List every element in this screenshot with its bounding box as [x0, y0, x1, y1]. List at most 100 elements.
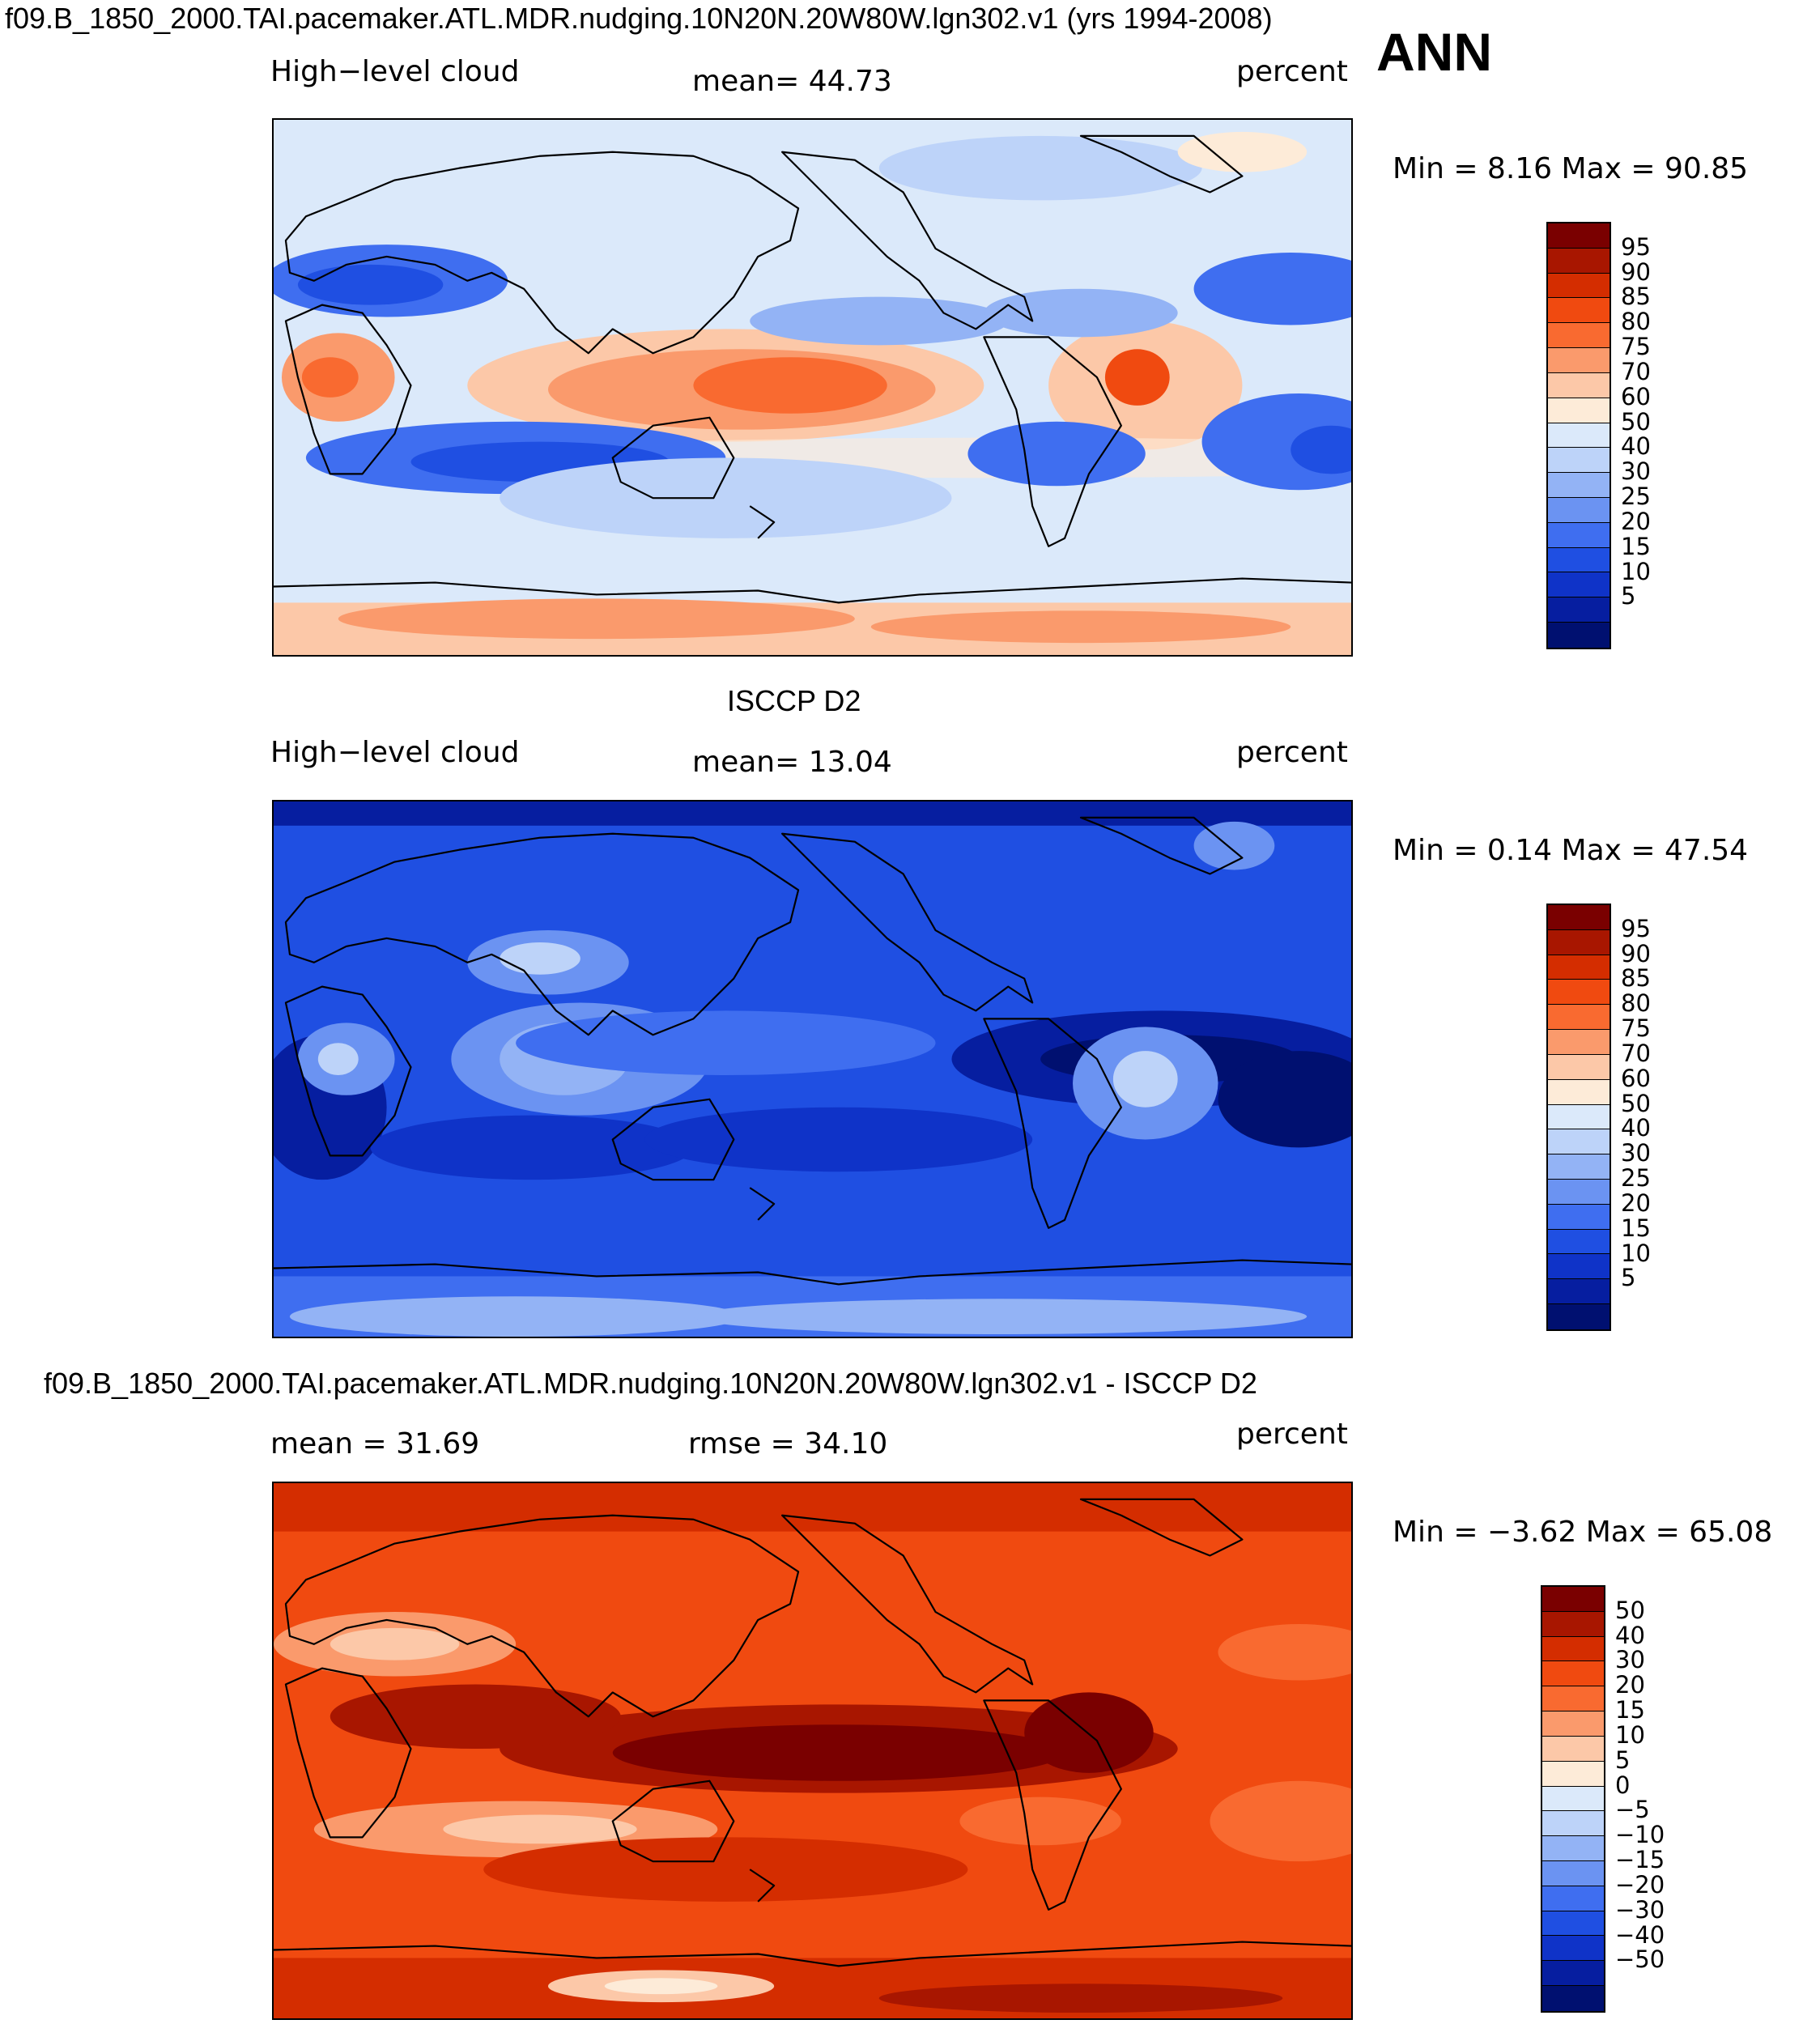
colorbar-tick-label: 25: [1621, 483, 1651, 511]
colorbar-tick-label: 20: [1621, 1188, 1651, 1217]
colorbar-swatch: [1548, 905, 1610, 930]
colorbar-tick-label: 30: [1621, 457, 1651, 486]
colorbar-swatch: [1548, 597, 1610, 623]
colorbar-tick-label: 75: [1621, 1014, 1651, 1043]
colorbar-tick-label: −20: [1615, 1870, 1665, 1899]
panel3-units: percent: [1236, 1418, 1348, 1451]
colorbar-swatch: [1542, 1661, 1604, 1687]
colorbar-tick-label: −10: [1615, 1821, 1665, 1849]
panel2-units: percent: [1236, 736, 1348, 769]
colorbar-swatch: [1548, 223, 1610, 249]
colorbar-swatch: [1548, 547, 1610, 573]
colorbar-swatch: [1548, 348, 1610, 373]
colorbar-tick-label: 85: [1621, 283, 1651, 311]
panel3-mean: mean = 31.69: [270, 1427, 480, 1461]
colorbar-swatch: [1548, 1104, 1610, 1130]
colorbar-swatch: [1548, 980, 1610, 1006]
colorbar-swatch: [1548, 1204, 1610, 1230]
colorbar-swatch: [1548, 1079, 1610, 1105]
colorbar-swatch: [1548, 448, 1610, 474]
colorbar-swatch: [1548, 1179, 1610, 1205]
colorbar-swatch: [1548, 929, 1610, 955]
colorbar-tick-label: −15: [1615, 1846, 1665, 1874]
colorbar-swatch: [1542, 1836, 1604, 1861]
colorbar-swatch: [1548, 323, 1610, 349]
colorbar-swatch: [1542, 1736, 1604, 1762]
colorbar-swatch: [1542, 1611, 1604, 1637]
colorbar-tick-label: 50: [1615, 1596, 1645, 1624]
colorbar-swatch: [1542, 1761, 1604, 1787]
colorbar-swatch: [1548, 572, 1610, 598]
panel1-mean: mean= 44.73: [692, 65, 892, 98]
colorbar-tick-label: −5: [1615, 1796, 1650, 1824]
colorbar-swatch: [1542, 1811, 1604, 1837]
panel3-rmse: rmse = 34.10: [688, 1427, 888, 1461]
colorbar-tick-label: 10: [1621, 557, 1651, 585]
panel3-minmax: Min = −3.62 Max = 65.08: [1393, 1516, 1773, 1549]
colorbar-tick-label: 15: [1621, 532, 1651, 560]
colorbar-tick-label: 70: [1621, 1039, 1651, 1067]
colorbar-swatch: [1542, 1636, 1604, 1662]
colorbar-tick-label: 50: [1621, 1089, 1651, 1117]
colorbar-swatch: [1548, 423, 1610, 449]
colorbar-swatch: [1548, 1229, 1610, 1255]
colorbar-swatch: [1542, 1587, 1604, 1612]
colorbar-tick-label: −40: [1615, 1920, 1665, 1949]
colorbar-swatch: [1542, 1911, 1604, 1937]
panel1-field-label: High−level cloud: [270, 55, 520, 88]
colorbar-tick-label: 40: [1615, 1621, 1645, 1649]
panel2-field-label: High−level cloud: [270, 736, 520, 769]
colorbar-swatch: [1548, 1054, 1610, 1080]
colorbar-swatch: [1548, 1279, 1610, 1304]
colorbar-tick-label: 25: [1621, 1164, 1651, 1193]
colorbar-swatch: [1542, 1936, 1604, 1962]
colorbar-swatch: [1548, 1254, 1610, 1280]
colorbar-tick-label: 60: [1621, 382, 1651, 410]
colorbar-tick-label: 10: [1615, 1720, 1645, 1749]
panel2-mean: mean= 13.04: [692, 746, 892, 779]
panel3-colorbar: [1541, 1585, 1605, 2013]
colorbar-swatch: [1548, 1304, 1610, 1329]
colorbar-swatch: [1548, 372, 1610, 398]
panel2-minmax: Min = 0.14 Max = 47.54: [1393, 834, 1749, 867]
panel1-units: percent: [1236, 55, 1348, 88]
colorbar-swatch: [1542, 1711, 1604, 1737]
colorbar-swatch: [1542, 1786, 1604, 1812]
colorbar-tick-label: 40: [1621, 1114, 1651, 1142]
panel2-map: [272, 800, 1353, 1338]
colorbar-tick-label: 70: [1621, 357, 1651, 385]
colorbar-tick-label: 30: [1621, 1139, 1651, 1167]
colorbar-tick-label: −30: [1615, 1895, 1665, 1924]
colorbar-tick-label: 5: [1621, 582, 1636, 610]
colorbar-tick-label: 20: [1615, 1671, 1645, 1699]
colorbar-tick-label: 10: [1621, 1239, 1651, 1267]
colorbar-tick-label: 40: [1621, 432, 1651, 461]
colorbar-swatch: [1548, 522, 1610, 548]
panel3-heading: f09.B_1850_2000.TAI.pacemaker.ATL.MDR.nu…: [44, 1367, 1257, 1400]
colorbar-tick-label: −50: [1615, 1945, 1665, 1974]
colorbar-tick-label: 30: [1615, 1646, 1645, 1674]
colorbar-swatch: [1542, 1686, 1604, 1712]
colorbar-tick-label: 85: [1621, 964, 1651, 993]
colorbar-tick-label: 0: [1615, 1771, 1631, 1799]
colorbar-tick-label: 80: [1621, 989, 1651, 1018]
colorbar-swatch: [1548, 1154, 1610, 1180]
colorbar-tick-label: 20: [1621, 507, 1651, 535]
colorbar-swatch: [1548, 955, 1610, 980]
colorbar-swatch: [1542, 1860, 1604, 1886]
colorbar-swatch: [1548, 1030, 1610, 1055]
colorbar-swatch: [1548, 398, 1610, 423]
panel2-colorbar: [1546, 904, 1611, 1331]
colorbar-swatch: [1548, 298, 1610, 324]
colorbar-swatch: [1548, 273, 1610, 299]
panel1-map: [272, 118, 1353, 657]
colorbar-swatch: [1548, 248, 1610, 274]
season-label: ANN: [1376, 22, 1492, 82]
colorbar-tick-label: 50: [1621, 407, 1651, 436]
colorbar-tick-label: 75: [1621, 333, 1651, 361]
colorbar-tick-label: 80: [1621, 308, 1651, 336]
colorbar-swatch: [1548, 1005, 1610, 1031]
panel1-colorbar: [1546, 222, 1611, 649]
colorbar-tick-label: 95: [1621, 914, 1651, 942]
colorbar-swatch: [1548, 1129, 1610, 1155]
